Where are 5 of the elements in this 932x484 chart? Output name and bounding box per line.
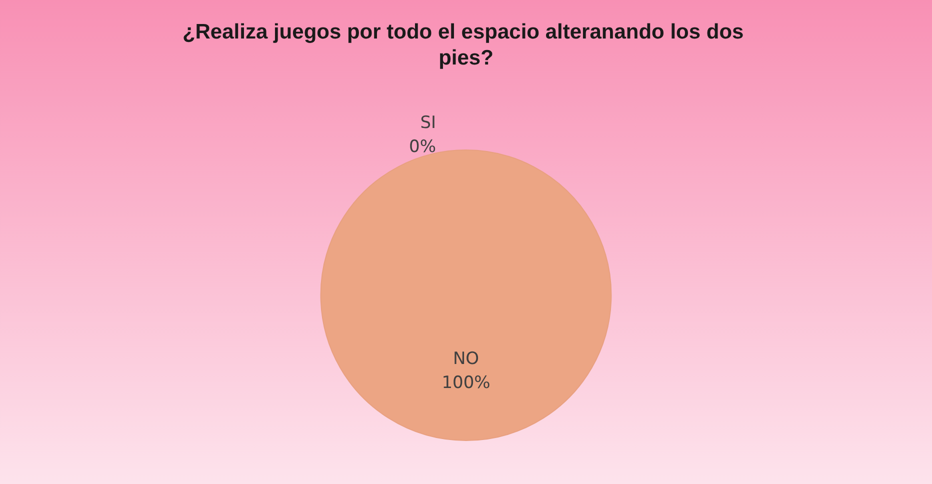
chart-title: ¿Realiza juegos por todo el espacio alteranando los dos pies?: [182, 20, 750, 70]
slice-label: NO: [452, 348, 480, 369]
data-label: 100%: [442, 372, 490, 393]
category-label: SI: [420, 113, 436, 134]
text: 0%: [409, 137, 436, 158]
